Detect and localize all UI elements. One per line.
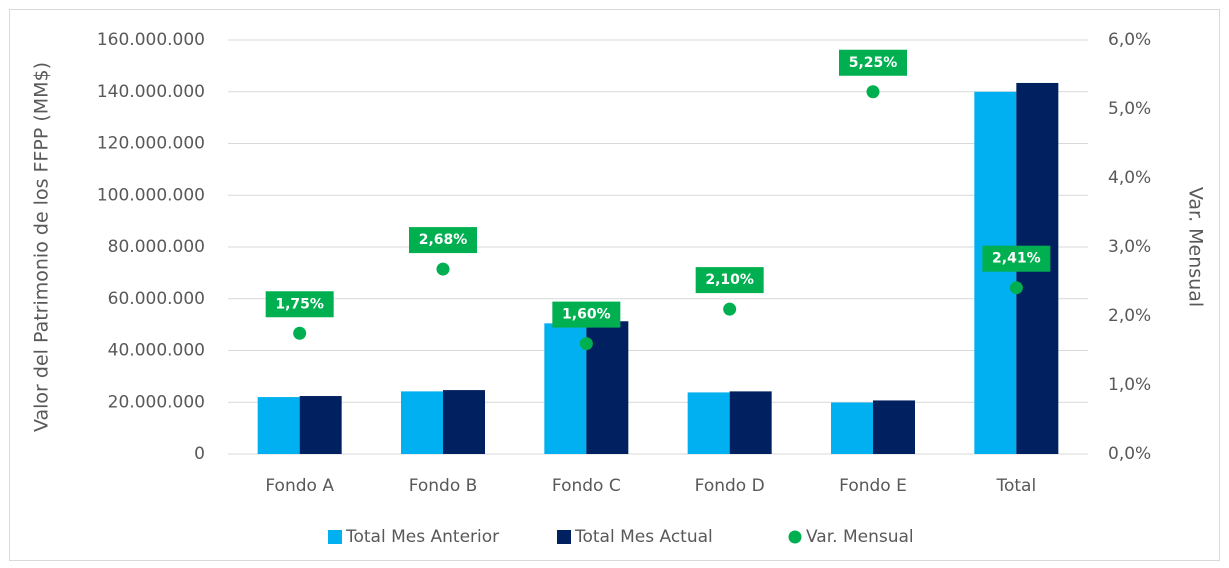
x-tick-label: Fondo C: [552, 476, 621, 496]
y-tick-label: 120.000.000: [97, 134, 205, 154]
y2-axis-title: Var. Mensual: [1185, 187, 1207, 307]
y-tick-label: 60.000.000: [108, 289, 205, 309]
bar: [974, 91, 1017, 454]
bar: [831, 402, 873, 454]
y2-tick-label: 1,0%: [1108, 375, 1151, 395]
point: [723, 302, 737, 316]
x-tick-label: Fondo E: [839, 476, 907, 496]
y2-tick-label: 5,0%: [1108, 99, 1151, 119]
data-label: 5,25%: [849, 55, 898, 71]
legend-marker: [557, 530, 571, 544]
bar: [299, 396, 342, 454]
y2-tick-label: 6,0%: [1108, 30, 1151, 50]
bar: [401, 391, 443, 454]
point: [293, 326, 307, 340]
y-axis-title: Valor del Patrimonio de los FFPP (MM$): [31, 62, 53, 432]
y-tick-label: 40.000.000: [108, 341, 205, 361]
y2-tick-label: 2,0%: [1108, 306, 1151, 326]
data-label: 1,60%: [562, 307, 611, 323]
point: [866, 85, 880, 99]
legend-marker: [328, 530, 342, 544]
bar: [586, 321, 629, 454]
bar: [544, 323, 587, 454]
legend-label: Total Mes Anterior: [345, 527, 499, 547]
data-label: 2,10%: [705, 272, 754, 288]
data-label: 1,75%: [275, 296, 324, 312]
y-tick-label: 100.000.000: [97, 185, 205, 205]
bar: [257, 397, 300, 454]
data-label-box: [839, 49, 907, 76]
y2-tick-label: 3,0%: [1108, 237, 1151, 257]
legend-marker: [788, 530, 802, 544]
data-label-box: [695, 267, 764, 294]
point: [579, 337, 593, 351]
bar: [443, 390, 485, 454]
bar: [873, 400, 915, 454]
x-tick-label: Fondo D: [695, 476, 765, 496]
point: [1009, 281, 1023, 295]
data-label: 2,41%: [992, 251, 1041, 267]
x-tick-label: Total: [995, 476, 1036, 496]
bar: [687, 392, 730, 454]
bar: [729, 391, 772, 454]
y-tick-label: 20.000.000: [108, 392, 205, 412]
y-tick-label: 160.000.000: [97, 30, 205, 50]
point: [436, 262, 450, 276]
legend-label: Var. Mensual: [806, 527, 914, 547]
data-label: 2,68%: [419, 232, 468, 248]
x-tick-label: Fondo B: [409, 476, 478, 496]
data-label-box: [982, 245, 1051, 272]
y-tick-label: 0: [194, 444, 205, 464]
y2-tick-label: 4,0%: [1108, 168, 1151, 188]
y-tick-label: 80.000.000: [108, 237, 205, 257]
legend-label: Total Mes Actual: [574, 527, 713, 547]
data-label-box: [265, 291, 334, 318]
y-tick-label: 140.000.000: [97, 82, 205, 102]
data-label-box: [552, 301, 621, 328]
y2-tick-label: 0,0%: [1108, 444, 1151, 464]
x-tick-label: Fondo A: [265, 476, 334, 496]
data-label-box: [409, 227, 477, 254]
